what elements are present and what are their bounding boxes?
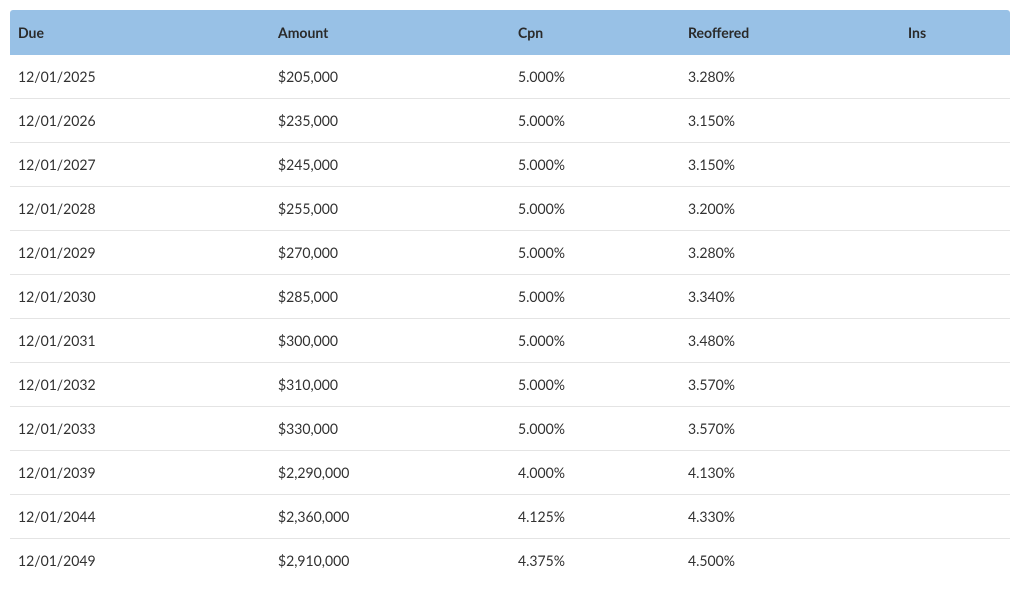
cell-due: 12/01/2029 — [10, 231, 270, 275]
cell-due: 12/01/2033 — [10, 407, 270, 451]
cell-reoffered: 4.500% — [680, 539, 900, 583]
cell-amount: $270,000 — [270, 231, 510, 275]
cell-ins — [900, 143, 1010, 187]
cell-due: 12/01/2026 — [10, 99, 270, 143]
table-body: 12/01/2025 $205,000 5.000% 3.280% 12/01/… — [10, 55, 1010, 582]
table-row: 12/01/2031 $300,000 5.000% 3.480% — [10, 319, 1010, 363]
table-row: 12/01/2025 $205,000 5.000% 3.280% — [10, 55, 1010, 99]
cell-amount: $285,000 — [270, 275, 510, 319]
cell-due: 12/01/2049 — [10, 539, 270, 583]
cell-amount: $2,290,000 — [270, 451, 510, 495]
cell-cpn: 5.000% — [510, 143, 680, 187]
cell-ins — [900, 539, 1010, 583]
table-row: 12/01/2044 $2,360,000 4.125% 4.330% — [10, 495, 1010, 539]
cell-ins — [900, 319, 1010, 363]
table-row: 12/01/2026 $235,000 5.000% 3.150% — [10, 99, 1010, 143]
col-header-due: Due — [10, 10, 270, 55]
table-row: 12/01/2032 $310,000 5.000% 3.570% — [10, 363, 1010, 407]
cell-due: 12/01/2039 — [10, 451, 270, 495]
cell-reoffered: 3.340% — [680, 275, 900, 319]
cell-due: 12/01/2030 — [10, 275, 270, 319]
cell-cpn: 4.125% — [510, 495, 680, 539]
cell-amount: $235,000 — [270, 99, 510, 143]
col-header-ins: Ins — [900, 10, 1010, 55]
cell-ins — [900, 99, 1010, 143]
table-row: 12/01/2030 $285,000 5.000% 3.340% — [10, 275, 1010, 319]
cell-amount: $330,000 — [270, 407, 510, 451]
cell-due: 12/01/2031 — [10, 319, 270, 363]
cell-reoffered: 3.200% — [680, 187, 900, 231]
cell-amount: $310,000 — [270, 363, 510, 407]
cell-amount: $2,910,000 — [270, 539, 510, 583]
cell-ins — [900, 55, 1010, 99]
cell-cpn: 5.000% — [510, 319, 680, 363]
table-row: 12/01/2028 $255,000 5.000% 3.200% — [10, 187, 1010, 231]
cell-amount: $255,000 — [270, 187, 510, 231]
cell-due: 12/01/2032 — [10, 363, 270, 407]
table-header: Due Amount Cpn Reoffered Ins — [10, 10, 1010, 55]
cell-ins — [900, 407, 1010, 451]
cell-due: 12/01/2027 — [10, 143, 270, 187]
cell-ins — [900, 451, 1010, 495]
cell-cpn: 5.000% — [510, 275, 680, 319]
table-row: 12/01/2029 $270,000 5.000% 3.280% — [10, 231, 1010, 275]
cell-amount: $2,360,000 — [270, 495, 510, 539]
cell-cpn: 5.000% — [510, 55, 680, 99]
cell-reoffered: 3.280% — [680, 55, 900, 99]
cell-cpn: 4.375% — [510, 539, 680, 583]
cell-amount: $205,000 — [270, 55, 510, 99]
cell-due: 12/01/2025 — [10, 55, 270, 99]
col-header-amount: Amount — [270, 10, 510, 55]
cell-cpn: 5.000% — [510, 407, 680, 451]
col-header-cpn: Cpn — [510, 10, 680, 55]
cell-reoffered: 3.150% — [680, 99, 900, 143]
cell-cpn: 5.000% — [510, 363, 680, 407]
table-row: 12/01/2027 $245,000 5.000% 3.150% — [10, 143, 1010, 187]
cell-reoffered: 3.280% — [680, 231, 900, 275]
cell-reoffered: 4.330% — [680, 495, 900, 539]
cell-ins — [900, 231, 1010, 275]
cell-amount: $245,000 — [270, 143, 510, 187]
cell-ins — [900, 363, 1010, 407]
cell-cpn: 5.000% — [510, 187, 680, 231]
cell-reoffered: 3.480% — [680, 319, 900, 363]
cell-ins — [900, 275, 1010, 319]
bond-schedule-table: Due Amount Cpn Reoffered Ins 12/01/2025 … — [10, 10, 1010, 582]
cell-ins — [900, 187, 1010, 231]
col-header-reoffered: Reoffered — [680, 10, 900, 55]
cell-ins — [900, 495, 1010, 539]
table-row: 12/01/2033 $330,000 5.000% 3.570% — [10, 407, 1010, 451]
cell-reoffered: 4.130% — [680, 451, 900, 495]
table-row: 12/01/2039 $2,290,000 4.000% 4.130% — [10, 451, 1010, 495]
cell-reoffered: 3.570% — [680, 363, 900, 407]
cell-cpn: 5.000% — [510, 99, 680, 143]
cell-cpn: 4.000% — [510, 451, 680, 495]
cell-due: 12/01/2028 — [10, 187, 270, 231]
cell-amount: $300,000 — [270, 319, 510, 363]
cell-due: 12/01/2044 — [10, 495, 270, 539]
table-header-row: Due Amount Cpn Reoffered Ins — [10, 10, 1010, 55]
cell-cpn: 5.000% — [510, 231, 680, 275]
cell-reoffered: 3.150% — [680, 143, 900, 187]
cell-reoffered: 3.570% — [680, 407, 900, 451]
table-row: 12/01/2049 $2,910,000 4.375% 4.500% — [10, 539, 1010, 583]
